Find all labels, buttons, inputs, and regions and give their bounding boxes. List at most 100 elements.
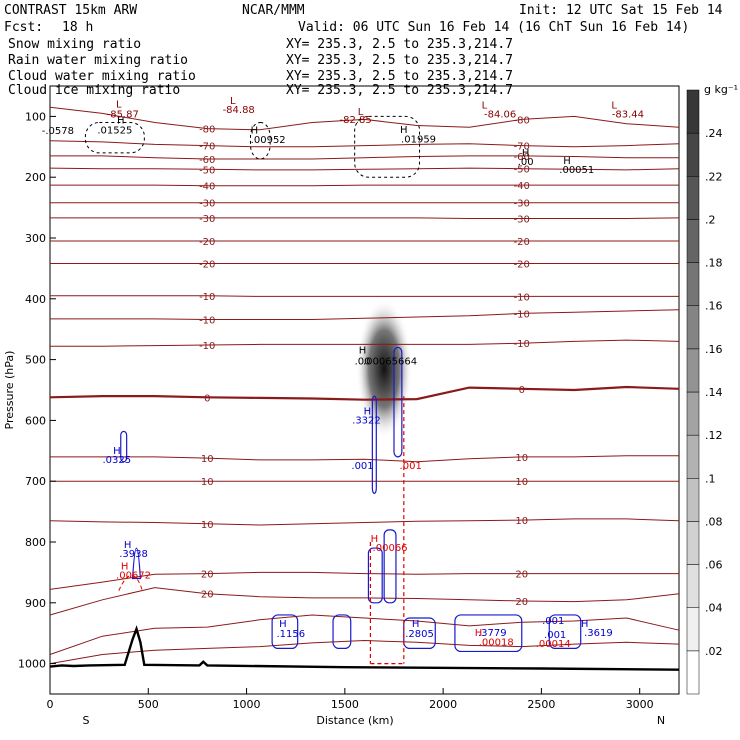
isotherm-label: 20 <box>515 570 528 581</box>
contour-annotation: L <box>230 96 236 107</box>
x-tick-label: 0 <box>47 698 54 711</box>
colorbar-tick-label: .24 <box>705 127 723 140</box>
colorbar-segment <box>686 607 700 652</box>
x-tick-label: 2500 <box>527 698 555 711</box>
isotherm-label: -70 <box>514 142 530 153</box>
contour-annotation: -85.87 <box>107 110 139 121</box>
colorbar-segment <box>686 478 700 522</box>
y-tick-label: 500 <box>25 354 46 367</box>
center-title: NCAR/MMM <box>242 3 305 18</box>
x-tick-label: 2000 <box>429 698 457 711</box>
colorbar-segment <box>686 521 700 565</box>
contour-annotation: .3619 <box>584 628 613 639</box>
isotherm-label: -30 <box>199 214 215 225</box>
isotherm-label: -30 <box>514 215 530 226</box>
isotherm-line <box>50 339 680 347</box>
colorbar-segment <box>686 262 700 306</box>
colorbar-tick-label: .14 <box>705 386 723 399</box>
cloud-water-contour <box>332 614 352 650</box>
x-tick-label: 3000 <box>626 698 654 711</box>
contour-annotation: .00018 <box>479 637 514 648</box>
colorbar-segment <box>686 650 700 695</box>
contour-annotation: -83.44 <box>612 110 644 121</box>
rain-water-contour <box>369 396 405 665</box>
y-tick-label: 300 <box>25 232 46 245</box>
isotherm-label: -10 <box>199 341 215 352</box>
field-name: Snow mixing ratio <box>8 37 141 52</box>
x-tick-label: 500 <box>138 698 159 711</box>
contour-annotation: L <box>116 99 122 110</box>
north-label: N <box>657 714 665 727</box>
isotherm-label: -60 <box>514 152 530 163</box>
contour-annotation: H <box>251 125 259 136</box>
colorbar-segment <box>686 132 700 177</box>
isotherm-label: -80 <box>199 125 215 136</box>
isotherm-label: 10 <box>201 454 214 465</box>
contour-annotation: .2805 <box>405 629 434 640</box>
cloud-water-contour <box>403 617 436 649</box>
isotherm-line <box>49 614 680 655</box>
contour-annotation: H <box>121 561 129 572</box>
fcst-value: 18 h <box>62 20 93 35</box>
isotherm-line <box>50 155 679 160</box>
model-title: CONTRAST 15km ARW <box>4 3 137 18</box>
colorbar-tick-label: .1 <box>705 472 716 485</box>
isotherm-label: -40 <box>514 181 530 192</box>
contour-annotation: -.0578 <box>42 126 74 137</box>
contour-annotation: .00 <box>355 356 371 367</box>
contour-annotation: .00 <box>518 157 534 168</box>
plot-area: -80-80-70 -70-60 -60-50 -50-40 -40-30 -30-30-… <box>42 96 680 671</box>
ice-contour <box>249 121 271 160</box>
x-axis: 0 500 1000 1500 2000 2500 3000 <box>47 688 654 711</box>
cloud-water-contour <box>271 614 299 650</box>
isotherm-label: -10 <box>199 315 215 326</box>
isotherm-line <box>50 295 679 297</box>
isotherm-line <box>49 518 680 526</box>
isotherm-label: -80 <box>514 115 530 126</box>
contour-annotation: H <box>113 446 121 457</box>
contour-annotation: -84.06 <box>484 110 516 121</box>
contour-annotation: .00066 <box>373 543 408 554</box>
ice-contour <box>354 115 421 178</box>
contour-annotation: H <box>412 619 420 630</box>
colorbar-tick-label: .16 <box>705 343 723 356</box>
isotherm-label: -20 <box>514 260 530 271</box>
contour-annotation: .00014 <box>536 639 571 650</box>
x-tick-label: 1000 <box>233 698 261 711</box>
isotherm-label: -70 <box>199 142 215 153</box>
init-time: Init: 12 UTC Sat 15 Feb 14 <box>519 3 723 18</box>
colorbar-segment <box>686 564 700 608</box>
contour-annotation: .1156 <box>276 629 305 640</box>
y-tick-label: 900 <box>25 597 46 610</box>
colorbar-tick-label: .12 <box>705 429 723 442</box>
isotherm-label: -20 <box>514 237 530 248</box>
isotherm-label: 10 <box>201 520 214 531</box>
y-tick-label: 1000 <box>18 658 46 671</box>
field-legend: Snow mixing ratio XY= 235.3, 2.5 to 235.… <box>8 37 513 98</box>
isotherm-line <box>50 184 679 187</box>
colorbar-segment <box>686 391 700 436</box>
ice-contour <box>84 121 145 154</box>
isotherm-label: 10 <box>515 477 528 488</box>
isotherm-label: -40 <box>199 182 215 193</box>
south-label: S <box>83 714 90 727</box>
cloud-water-contour <box>383 529 397 604</box>
isotherm-label: -30 <box>199 199 215 210</box>
field-name: Cloud water mixing ratio <box>8 69 196 84</box>
isotherm-line <box>49 639 680 665</box>
colorbar-unit: g kg⁻¹ <box>704 83 738 96</box>
contour-annotation: .01525 <box>97 125 132 136</box>
y-tick-label: 600 <box>25 414 46 427</box>
isotherm-line <box>49 587 680 616</box>
isotherm-label: -10 <box>199 292 215 303</box>
field-xy: XY= 235.3, 2.5 to 235.3,214.7 <box>286 83 513 98</box>
field-name: Cloud ice mixing ratio <box>8 83 180 98</box>
isotherm-label: 10 <box>201 477 214 488</box>
isotherm-label: 10 <box>515 453 528 464</box>
contour-annotation: .3938 <box>119 549 148 560</box>
field-name: Rain water mixing ratio <box>8 53 188 68</box>
isotherm-label: -10 <box>514 339 530 350</box>
contour-annotation: .0325 <box>103 455 132 466</box>
contour-annotation: .3779 <box>478 628 507 639</box>
contour-annotation: H <box>563 156 571 167</box>
